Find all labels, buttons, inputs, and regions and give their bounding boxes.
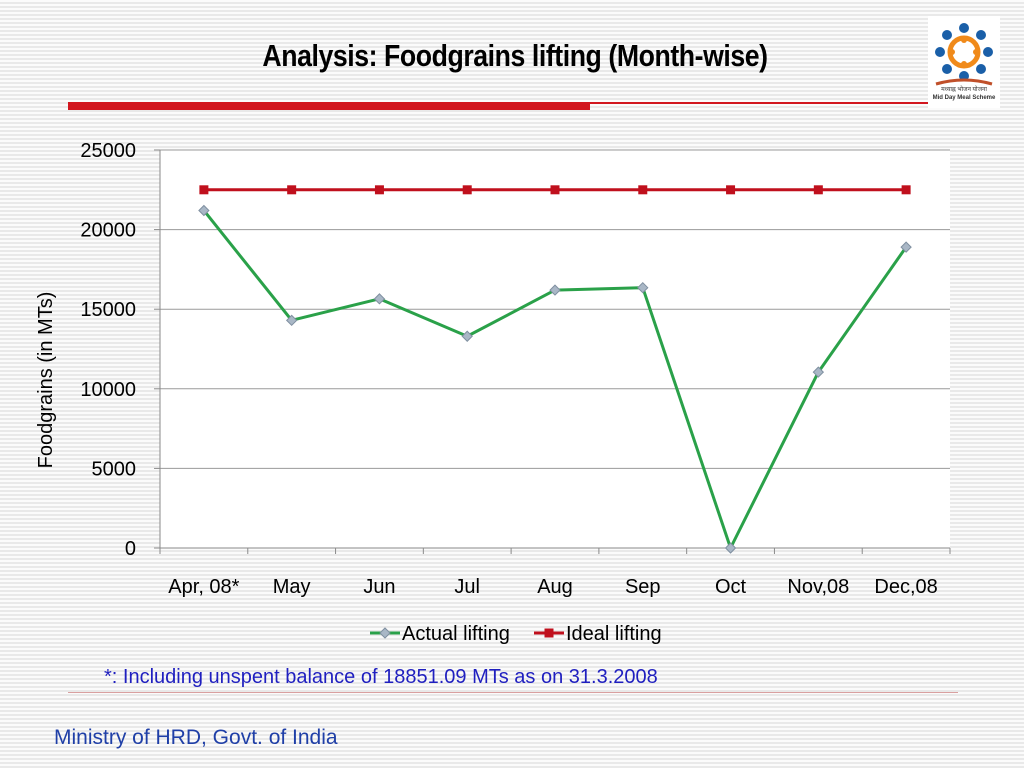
ideal-lifting-point [901, 185, 911, 195]
actual-lifting-point [637, 282, 649, 294]
legend-label: Actual lifting [402, 623, 510, 645]
y-tick-label: 15000 [80, 299, 136, 321]
actual-lifting-point [198, 204, 210, 217]
x-tick-label: Oct [715, 576, 747, 598]
x-tick-label: Sep [625, 576, 661, 598]
footer-divider [68, 692, 958, 693]
ideal-lifting-point [726, 185, 736, 195]
ideal-lifting-point [813, 185, 823, 195]
actual-lifting-point [724, 542, 737, 554]
mid-day-meal-logo [928, 16, 1000, 108]
actual-lifting-point [373, 293, 386, 305]
title-underline-accent [68, 102, 590, 110]
ideal-lifting-point [199, 185, 209, 195]
legend-marker-diamond [379, 627, 391, 639]
y-tick-label: 20000 [80, 220, 136, 242]
logo-figures-ring [935, 23, 993, 81]
ministry-label: Ministry of HRD, Govt. of India [54, 726, 338, 749]
actual-lifting-point [285, 314, 298, 327]
y-tick-label: 5000 [92, 458, 137, 480]
legend-label: Ideal lifting [566, 623, 662, 645]
x-tick-label: Aug [537, 576, 573, 598]
x-tick-label: Jul [454, 576, 480, 598]
plot-area [160, 150, 950, 548]
x-tick-label: Dec,08 [874, 576, 937, 598]
ideal-lifting-point [374, 185, 384, 195]
legend-marker-square [544, 628, 554, 638]
actual-lifting-point [812, 366, 825, 378]
actual-lifting-point [549, 284, 561, 296]
ideal-lifting-point [550, 185, 560, 195]
ideal-lifting-point [638, 185, 648, 195]
x-tick-label: Jun [363, 576, 395, 598]
actual-lifting-point [461, 330, 473, 342]
logo-caption-hindi: मध्याह्न भोजन योजना [941, 87, 987, 93]
y-axis-label: Foodgrains (in MTs) [35, 292, 57, 469]
y-tick-label: 25000 [80, 140, 136, 162]
x-tick-label: Apr, 08* [168, 576, 239, 598]
ideal-lifting-point [287, 185, 297, 195]
x-tick-label: May [273, 576, 311, 598]
logo-caption: मध्याह्न भोजन योजना Mid Day Meal Scheme [926, 86, 1002, 102]
slide-title: Analysis: Foodgrains lifting (Month-wise… [262, 38, 768, 73]
y-tick-label: 10000 [80, 379, 136, 401]
title-underline-thin [590, 102, 930, 104]
actual-lifting-point [900, 241, 912, 253]
x-tick-label: Nov,08 [787, 576, 849, 598]
ideal-lifting-point [462, 185, 472, 195]
y-tick-label: 0 [125, 538, 136, 560]
logo-caption-english: Mid Day Meal Scheme [932, 95, 996, 101]
footnote: *: Including unspent balance of 18851.09… [104, 666, 658, 688]
